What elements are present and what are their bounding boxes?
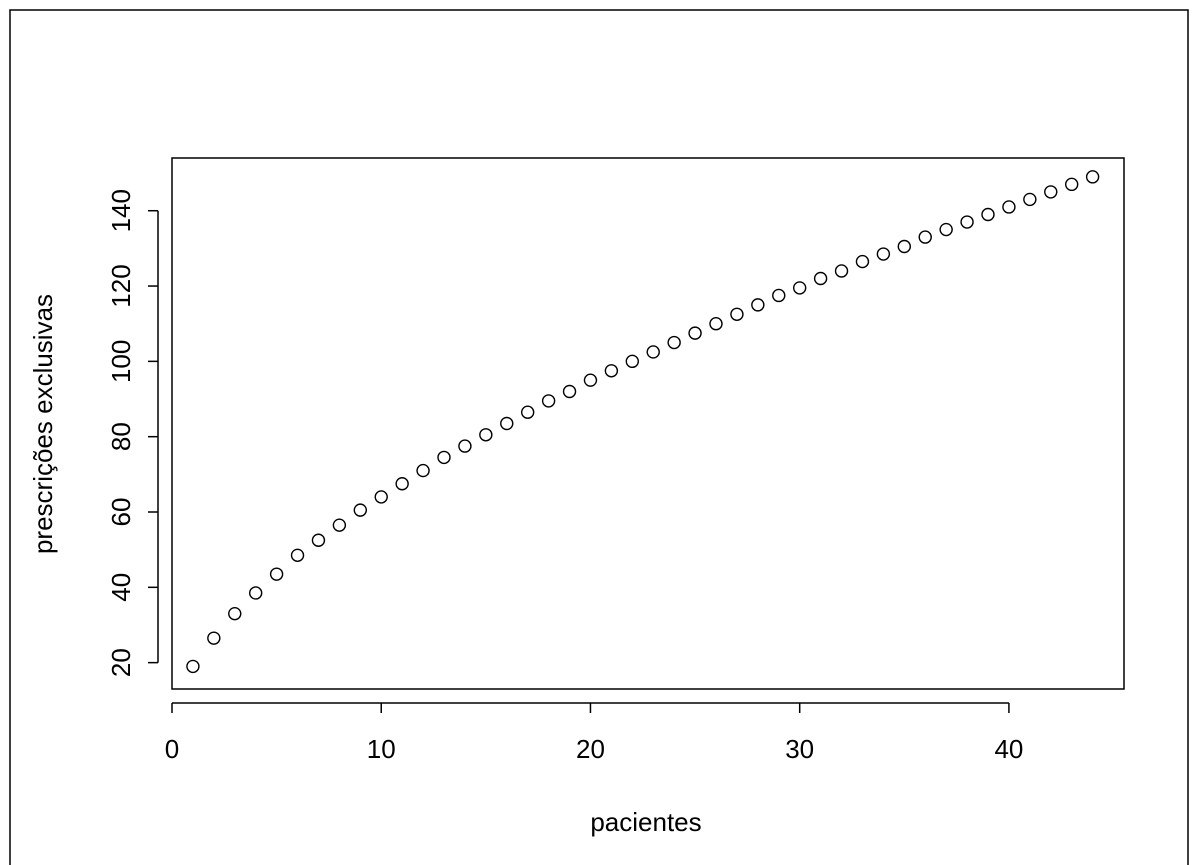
data-point: [751, 298, 765, 312]
data-point: [311, 533, 326, 547]
data-point: [332, 518, 347, 532]
data-point: [730, 307, 744, 321]
data-point: [583, 373, 598, 387]
y-tick-label: 40: [106, 573, 136, 602]
y-tick-label: 60: [106, 498, 136, 527]
data-point: [479, 428, 493, 442]
data-point: [500, 416, 514, 431]
data-point: [562, 384, 577, 399]
x-tick-label: 10: [367, 734, 396, 764]
data-point: [186, 659, 200, 674]
y-tick-label: 140: [106, 189, 136, 232]
data-point: [520, 405, 535, 419]
data-point: [646, 345, 660, 359]
data-point: [855, 254, 870, 269]
data-point: [688, 326, 702, 340]
plot-area-border: [171, 157, 1125, 690]
data-point: [667, 335, 681, 350]
x-axis: 0 10 20 30 40: [165, 702, 1023, 764]
data-point: [248, 586, 263, 600]
data-point: [834, 264, 849, 278]
data-point: [939, 222, 953, 237]
data-point: [290, 548, 305, 563]
data-point: [1064, 177, 1079, 192]
data-point: [1085, 170, 1100, 184]
data-point: [604, 364, 619, 378]
data-point: [207, 631, 221, 645]
data-point: [1044, 185, 1058, 199]
data-points: [186, 170, 1100, 674]
data-point: [709, 317, 723, 331]
y-axis: 20 40 60 80 100 120 140: [106, 189, 159, 677]
data-point: [374, 490, 388, 504]
y-tick-label: 100: [106, 340, 136, 383]
data-point: [395, 477, 409, 491]
data-point: [269, 567, 284, 581]
x-tick-label: 20: [576, 734, 605, 764]
data-point: [458, 439, 472, 453]
data-point: [918, 230, 932, 244]
data-point: [897, 239, 912, 254]
data-point: [981, 207, 995, 222]
data-point: [437, 450, 451, 465]
data-point: [876, 247, 891, 261]
y-tick-label: 20: [106, 648, 136, 677]
x-tick-label: 40: [994, 734, 1023, 764]
x-axis-label: pacientes: [590, 807, 701, 837]
y-axis-label: prescrições exclusivas: [28, 294, 58, 554]
x-tick-label: 0: [165, 734, 179, 764]
data-point: [772, 288, 786, 303]
data-point: [1023, 192, 1037, 207]
y-tick-label: 120: [106, 264, 136, 307]
data-point: [228, 606, 242, 621]
data-point: [416, 463, 430, 478]
data-point: [1002, 200, 1016, 214]
y-tick-label: 80: [106, 422, 136, 451]
data-point: [792, 281, 807, 295]
data-point: [353, 503, 368, 517]
x-tick-label: 30: [785, 734, 814, 764]
data-point: [960, 215, 974, 229]
data-point: [813, 271, 828, 286]
data-point: [541, 394, 556, 408]
data-point: [625, 354, 640, 369]
figure-border: [9, 9, 1189, 865]
